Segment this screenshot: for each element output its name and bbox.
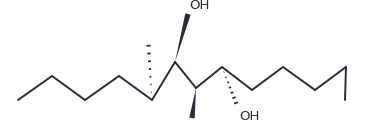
Polygon shape (175, 13, 191, 62)
Polygon shape (189, 88, 196, 118)
Text: OH: OH (189, 0, 209, 12)
Text: OH: OH (239, 110, 259, 121)
